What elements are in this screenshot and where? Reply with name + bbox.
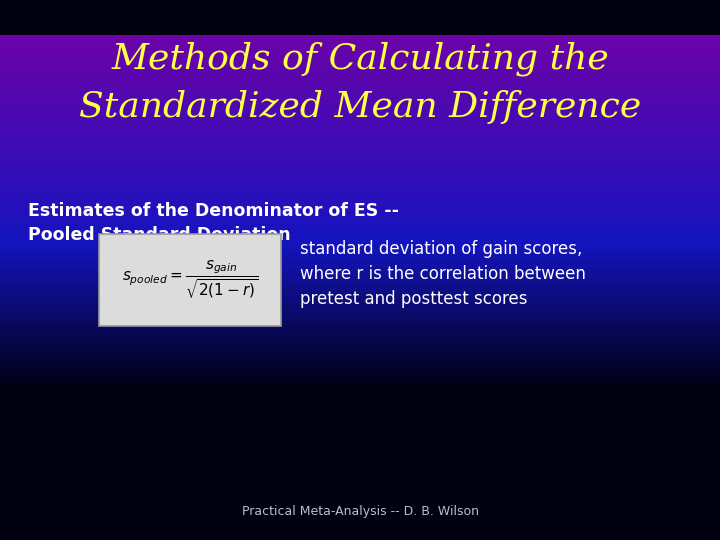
FancyBboxPatch shape: [99, 234, 281, 326]
Text: $s_{pooled} = \dfrac{s_{gain}}{\sqrt{2(1-r)}}$: $s_{pooled} = \dfrac{s_{gain}}{\sqrt{2(1…: [122, 259, 258, 301]
Bar: [0, 0, 720, 35]
Text: Methods of Calculating the
Standardized Mean Difference: Methods of Calculating the Standardized …: [79, 42, 641, 124]
Text: standard deviation of gain scores,
where r is the correlation between
pretest an: standard deviation of gain scores, where…: [300, 240, 586, 308]
Text: Estimates of the Denominator of ES --
Pooled Standard Deviation: Estimates of the Denominator of ES -- Po…: [28, 202, 399, 244]
Text: Practical Meta-Analysis -- D. B. Wilson: Practical Meta-Analysis -- D. B. Wilson: [241, 505, 479, 518]
